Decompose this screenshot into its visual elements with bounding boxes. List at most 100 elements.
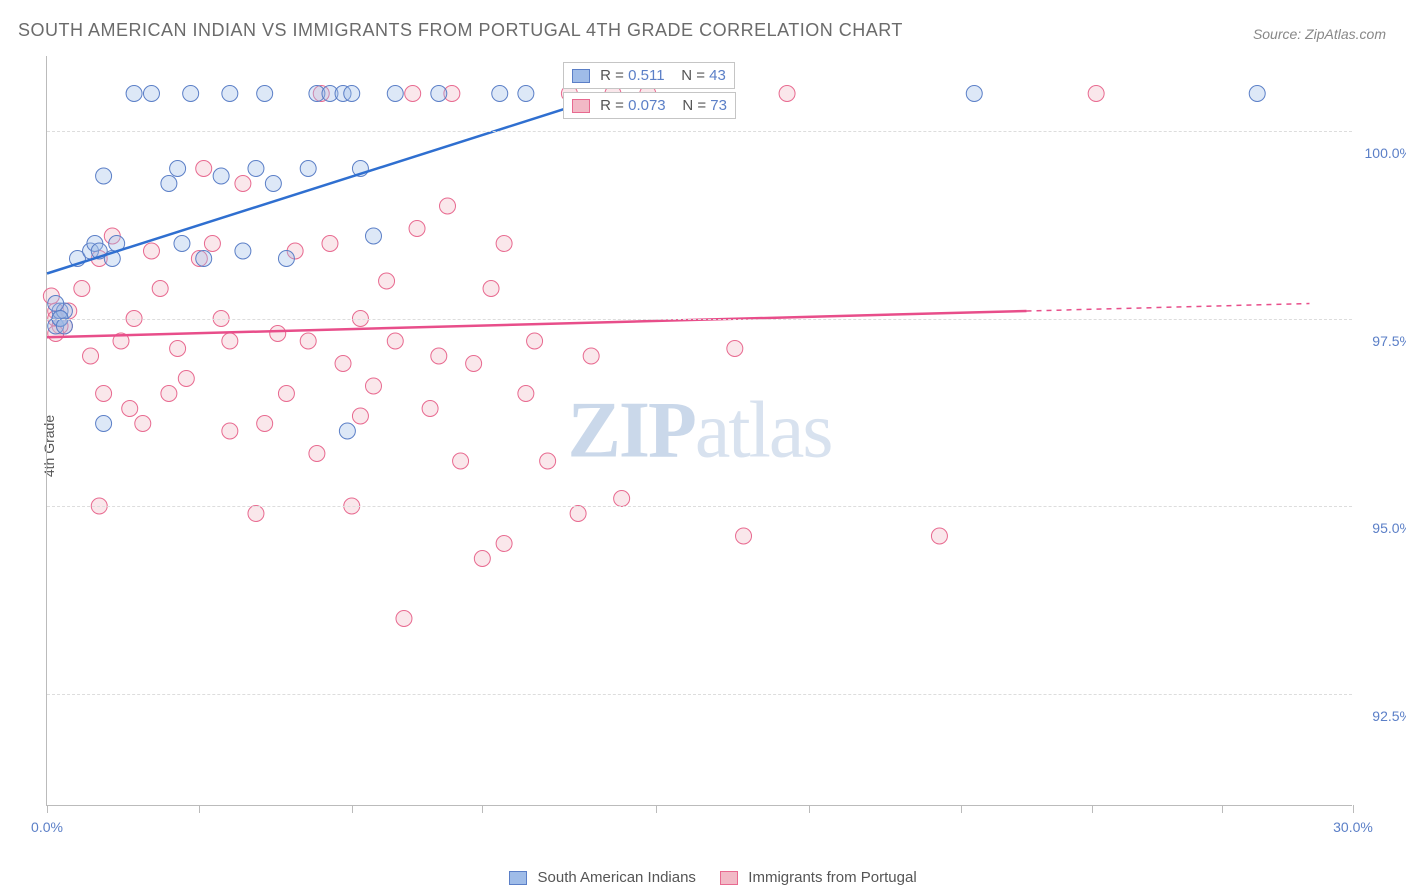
x-tick [1092,805,1093,813]
scatter-point [213,168,229,184]
scatter-point [570,506,586,522]
swatch-icon [509,871,527,885]
scatter-point [96,168,112,184]
x-tick [352,805,353,813]
scatter-point [83,348,99,364]
scatter-point [422,401,438,417]
scatter-point [222,333,238,349]
y-tick-label: 100.0% [1365,145,1406,161]
scatter-point [126,86,142,102]
stat-label: N = [682,97,710,114]
scatter-point [527,333,543,349]
stat-r: 0.073 [628,97,666,114]
scatter-point [387,333,403,349]
x-tick [656,805,657,813]
x-tick [1222,805,1223,813]
scatter-point [309,446,325,462]
scatter-point [278,386,294,402]
scatter-point [270,326,286,342]
scatter-point [56,318,72,334]
x-tick [961,805,962,813]
stats-box-series-1: R = 0.073 N = 73 [563,92,736,119]
plot-area: ZIPatlas R = 0.511 N = 43 R = 0.073 N = … [46,56,1352,806]
scatter-point [518,86,534,102]
scatter-point [183,86,199,102]
scatter-point [396,611,412,627]
scatter-point [222,423,238,439]
scatter-point [405,86,421,102]
scatter-point [387,86,403,102]
scatter-point [966,86,982,102]
legend-label: Immigrants from Portugal [748,869,916,886]
scatter-point [196,251,212,267]
y-tick-label: 97.5% [1372,333,1406,349]
scatter-point [170,161,186,177]
stat-label: R = [600,67,628,84]
x-tick-label: 30.0% [1333,819,1373,835]
regression-line-dashed [1027,304,1310,312]
scatter-point [174,236,190,252]
scatter-point [265,176,281,192]
stat-n: 73 [710,97,727,114]
scatter-point [409,221,425,237]
scatter-point [300,161,316,177]
stat-label: N = [681,67,709,84]
scatter-point [74,281,90,297]
scatter-point [1088,86,1104,102]
scatter-point [540,453,556,469]
y-tick-label: 92.5% [1372,708,1406,724]
scatter-point [257,416,273,432]
swatch-icon [572,99,590,113]
scatter-point [483,281,499,297]
scatter-point [204,236,220,252]
scatter-point [235,243,251,259]
source-label: Source: ZipAtlas.com [1253,26,1386,42]
x-tick [482,805,483,813]
scatter-point [614,491,630,507]
x-tick-label: 0.0% [31,819,63,835]
swatch-icon [572,69,590,83]
scatter-point [143,243,159,259]
scatter-point [135,416,151,432]
scatter-point [518,386,534,402]
scatter-point [248,506,264,522]
scatter-point [196,161,212,177]
legend-label: South American Indians [538,869,696,886]
scatter-point [379,273,395,289]
scatter-point [727,341,743,357]
scatter-point [339,423,355,439]
scatter-point [431,348,447,364]
stats-box-series-0: R = 0.511 N = 43 [563,62,735,89]
gridline [47,694,1352,695]
x-tick [1353,805,1354,813]
scatter-point [736,528,752,544]
gridline [47,131,1352,132]
scatter-point [235,176,251,192]
scatter-point [178,371,194,387]
scatter-point [335,356,351,372]
scatter-point [143,86,159,102]
scatter-point [222,86,238,102]
scatter-point [96,416,112,432]
stat-label: R = [600,97,628,114]
scatter-point [248,161,264,177]
scatter-point [48,296,64,312]
scatter-point [496,236,512,252]
stat-r: 0.511 [628,67,664,84]
scatter-point [466,356,482,372]
scatter-point [161,386,177,402]
scatter-point [366,378,382,394]
chart-title: SOUTH AMERICAN INDIAN VS IMMIGRANTS FROM… [18,20,903,41]
scatter-point [453,453,469,469]
scatter-point [931,528,947,544]
gridline [47,506,1352,507]
gridline [47,319,1352,320]
scatter-point [96,386,112,402]
scatter-point [257,86,273,102]
scatter-point [366,228,382,244]
swatch-icon [720,871,738,885]
scatter-point [300,333,316,349]
scatter-point [496,536,512,552]
scatter-point [161,176,177,192]
x-tick [809,805,810,813]
